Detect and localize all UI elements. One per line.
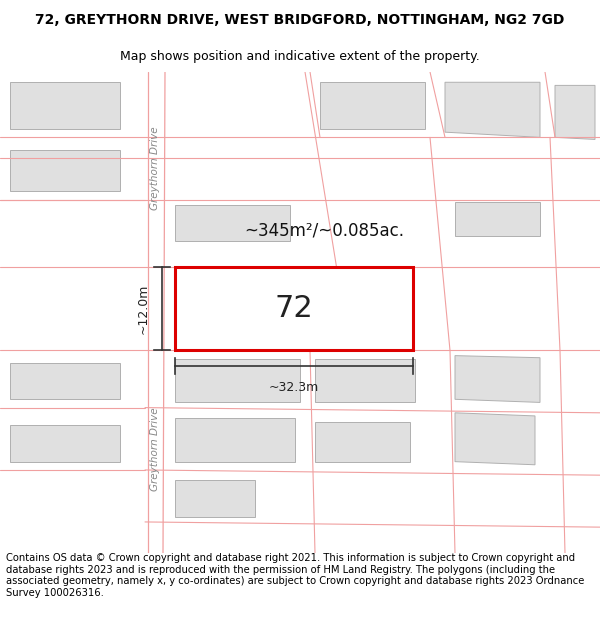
Text: ~12.0m: ~12.0m (137, 284, 150, 334)
Text: Greythorn Drive: Greythorn Drive (150, 408, 160, 491)
Text: Map shows position and indicative extent of the property.: Map shows position and indicative extent… (120, 49, 480, 62)
Bar (10, 425, 120, 462)
Bar (10, 150, 120, 191)
Text: ~32.3m: ~32.3m (269, 381, 319, 394)
Text: ~345m²/~0.085ac.: ~345m²/~0.085ac. (244, 222, 404, 240)
Polygon shape (175, 205, 290, 241)
Polygon shape (175, 268, 413, 351)
Text: 72, GREYTHORN DRIVE, WEST BRIDGFORD, NOTTINGHAM, NG2 7GD: 72, GREYTHORN DRIVE, WEST BRIDGFORD, NOT… (35, 13, 565, 27)
Bar (175, 418, 295, 462)
Bar (10, 82, 120, 129)
Bar (175, 481, 255, 517)
Polygon shape (445, 82, 540, 138)
Polygon shape (455, 202, 540, 236)
Text: Contains OS data © Crown copyright and database right 2021. This information is : Contains OS data © Crown copyright and d… (6, 553, 584, 598)
Polygon shape (455, 412, 535, 465)
Text: Greythorn Drive: Greythorn Drive (150, 127, 160, 211)
Bar (10, 363, 120, 399)
Bar (175, 359, 300, 403)
Bar (315, 422, 410, 462)
Polygon shape (455, 356, 540, 402)
Bar (315, 359, 415, 403)
Polygon shape (555, 86, 595, 139)
Text: 72: 72 (275, 294, 313, 323)
Polygon shape (320, 82, 425, 129)
